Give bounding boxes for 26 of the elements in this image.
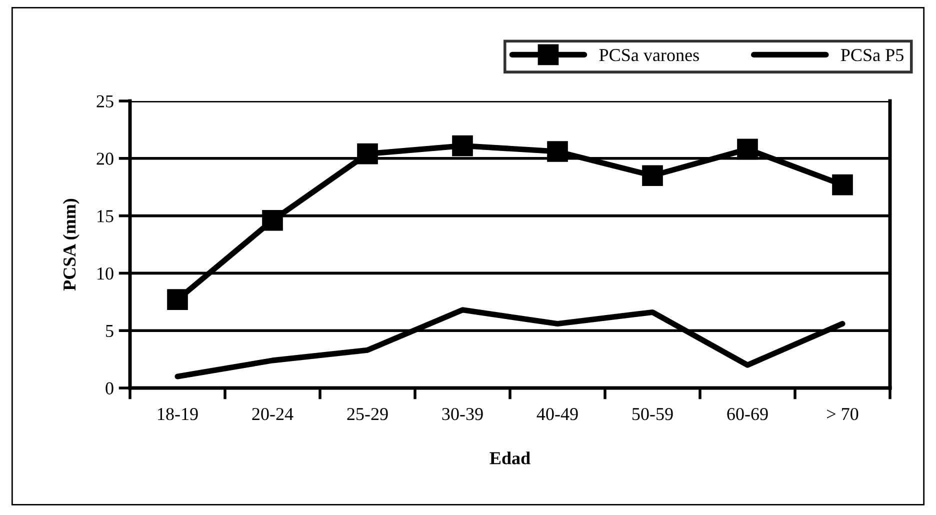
y-tick-label: 0: [106, 382, 114, 394]
x-tick-label: > 70: [827, 408, 858, 420]
x-tick-label: 50-59: [632, 408, 673, 420]
point: [832, 174, 853, 196]
x-tick-label: 20-24: [252, 408, 294, 420]
x-axis-title: Edad: [490, 452, 530, 464]
x-tick-label: 25-29: [347, 408, 388, 420]
point: [167, 289, 188, 310]
point: [452, 135, 473, 156]
y-tick-label: 15: [98, 210, 114, 222]
x-tick-label: 18-19: [158, 408, 198, 420]
point: [262, 210, 283, 231]
y-tick-label: 25: [96, 95, 114, 108]
y-axis-title: PCSA (mm): [62, 198, 80, 291]
y-tick-label: 5: [106, 325, 114, 338]
point: [357, 143, 378, 164]
point: [737, 138, 758, 160]
point: [642, 165, 663, 186]
point: [547, 141, 568, 162]
x-tick-label: 30-39: [442, 408, 483, 420]
legend-label: PCSa varones: [599, 49, 699, 62]
x-tick-label: 40-49: [536, 408, 578, 420]
y-tick-label: 10: [98, 267, 114, 280]
legend-label: PCSa P5: [840, 49, 904, 62]
y-tick-label: 20: [96, 152, 114, 165]
x-tick-label: 60-69: [727, 408, 768, 420]
